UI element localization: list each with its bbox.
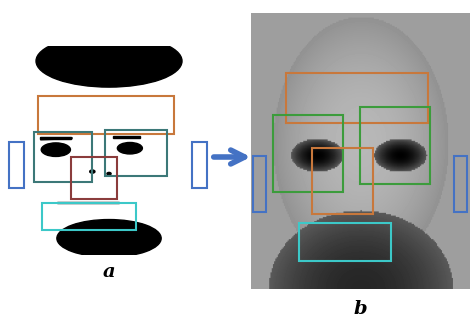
Bar [192, 142, 207, 188]
Bar [38, 96, 173, 134]
Bar [286, 73, 428, 123]
Ellipse shape [107, 172, 111, 175]
Ellipse shape [118, 143, 142, 154]
Polygon shape [57, 202, 119, 203]
Bar [360, 106, 430, 184]
Ellipse shape [36, 35, 182, 87]
Polygon shape [40, 137, 72, 139]
Ellipse shape [57, 219, 161, 257]
Bar [254, 156, 266, 212]
Text: b: b [354, 300, 367, 314]
Bar [105, 130, 167, 176]
Ellipse shape [90, 170, 95, 173]
Bar [299, 223, 391, 261]
Bar [9, 142, 24, 188]
Bar [72, 157, 118, 199]
Bar [312, 148, 374, 214]
Ellipse shape [30, 53, 188, 241]
Bar [34, 132, 92, 182]
Polygon shape [113, 136, 140, 138]
Text: a: a [103, 263, 115, 281]
Bar [42, 203, 136, 230]
Bar [273, 115, 343, 192]
Ellipse shape [41, 143, 71, 156]
Bar [454, 156, 467, 212]
